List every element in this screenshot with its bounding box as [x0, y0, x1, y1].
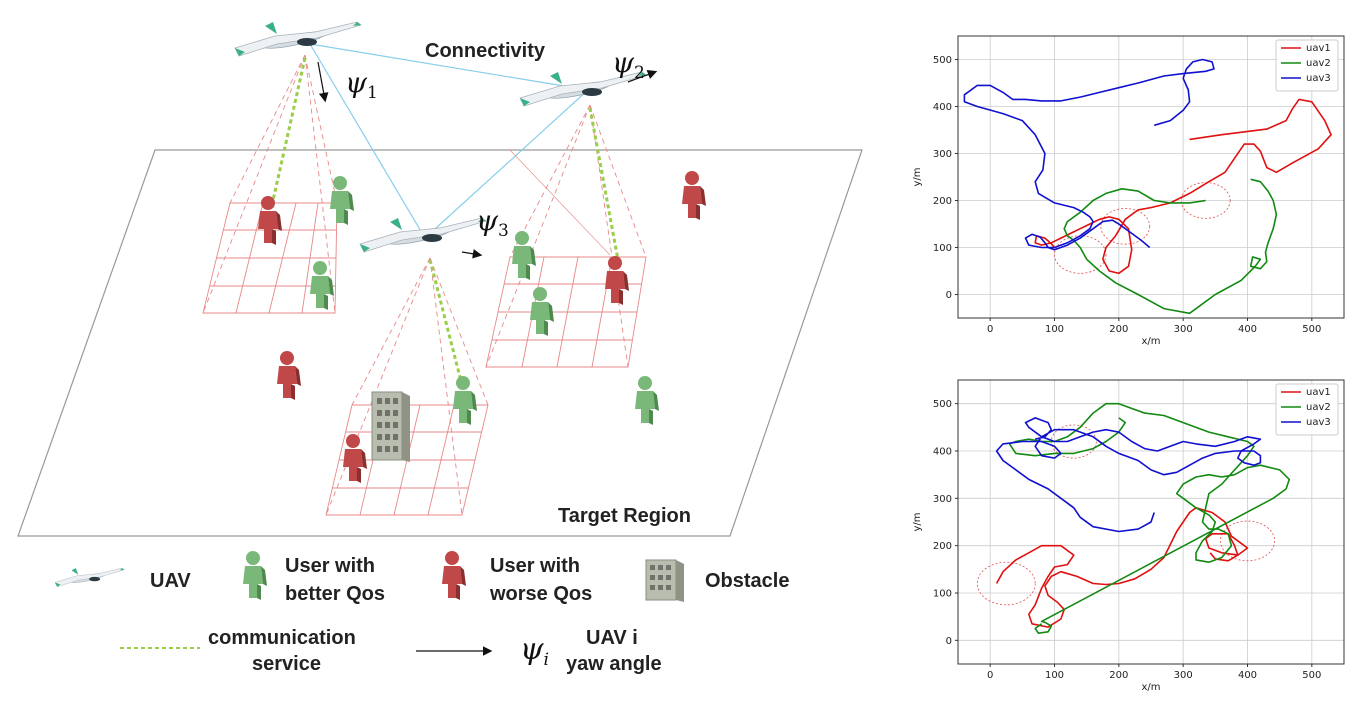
- legend-entry: uav3: [1306, 417, 1331, 428]
- legend-entry: uav2: [1306, 402, 1331, 413]
- building-icon: [371, 391, 410, 462]
- target-region: [17, 149, 863, 537]
- user-worse-qos-icon: [682, 171, 706, 220]
- user-better-qos-icon: [512, 231, 536, 280]
- legend-yaw-symbol: ψi: [520, 632, 549, 670]
- user-worse-qos-icon: [277, 351, 301, 400]
- legend-entry: uav1: [1306, 387, 1331, 398]
- y-tick-label: 400: [933, 102, 952, 113]
- yaw-label-uav3: ψ3: [476, 204, 509, 241]
- legend-better-label: User with: [285, 555, 375, 577]
- legend-worse-user-icon: [442, 551, 466, 600]
- legend-uav-label: UAV: [150, 570, 191, 592]
- legend-entry: uav3: [1306, 73, 1331, 84]
- x-tick-label: 0: [987, 324, 993, 335]
- svg-text:service: service: [252, 653, 321, 675]
- user-better-qos-icon: [330, 176, 354, 225]
- connectivity-links: [309, 43, 589, 239]
- plot-frame: [957, 35, 1345, 319]
- y-tick-label: 500: [933, 55, 952, 66]
- series-line-uav1: [1034, 98, 1332, 275]
- series-line-uav1: [995, 507, 1249, 628]
- system-diagram: ψ1 ψ2 ψ3 Connectivity Target Region UAV …: [17, 21, 863, 675]
- user-better-qos-icon: [310, 261, 334, 310]
- series-line-uav3: [963, 58, 1215, 251]
- y-tick-label: 400: [933, 447, 952, 458]
- svg-text:worse Qos: worse Qos: [489, 583, 592, 605]
- y-tick-label: 500: [933, 399, 952, 410]
- plot-frame: [957, 379, 1345, 665]
- x-tick-label: 0: [987, 670, 993, 681]
- legend: UAV User with better Qos User with worse…: [54, 551, 789, 675]
- x-tick-label: 200: [1109, 670, 1128, 681]
- series-line-uav2: [1063, 178, 1278, 315]
- yaw-arrow-uav3: [461, 249, 483, 259]
- x-tick-label: 500: [1302, 324, 1321, 335]
- user-better-qos-icon: [635, 376, 659, 425]
- plot-legend: uav1 uav2 uav3: [1275, 39, 1339, 92]
- y-tick-label: 200: [933, 196, 952, 207]
- x-tick-label: 500: [1302, 670, 1321, 681]
- legend-entry: uav1: [1306, 43, 1331, 54]
- y-tick-label: 0: [946, 290, 952, 301]
- trajectory-plot-1: 0 100 200 300 400 500 0 100 200 300 400 500 x/m y/m ua…: [912, 35, 1345, 347]
- legend-better-user-icon: [243, 551, 267, 600]
- legend-obstacle-label: Obstacle: [705, 570, 789, 592]
- yaw-arrow-uav1: [317, 61, 329, 103]
- communication-service-lines: [270, 57, 620, 386]
- y-tick-label: 300: [933, 149, 952, 160]
- connectivity-label: Connectivity: [425, 40, 546, 62]
- svg-text:better Qos: better Qos: [285, 583, 385, 605]
- y-tick-label: 100: [933, 243, 952, 254]
- legend-uav-icon: [54, 567, 125, 588]
- coverage-circle: [1100, 208, 1151, 245]
- y-tick-label: 200: [933, 541, 952, 552]
- user-better-qos-icon: [530, 287, 554, 336]
- y-tick-label: 300: [933, 494, 952, 505]
- y-tick-label: 0: [946, 636, 952, 647]
- yaw-label-uav1: ψ1: [345, 66, 378, 103]
- coverage-area-uav1: [202, 54, 338, 314]
- x-tick-label: 300: [1174, 324, 1193, 335]
- uav-3-icon: [359, 217, 487, 253]
- x-tick-label: 400: [1238, 324, 1257, 335]
- user-worse-qos-icon: [605, 256, 629, 305]
- coverage-area-uav2: [485, 104, 647, 368]
- legend-yaw-label: UAV i: [586, 627, 638, 649]
- coverage-circle: [1054, 235, 1107, 274]
- coverage-circle: [1180, 182, 1231, 219]
- x-tick-label: 200: [1109, 324, 1128, 335]
- x-tick-label: 100: [1045, 670, 1064, 681]
- svg-text:yaw angle: yaw angle: [566, 653, 662, 675]
- user-better-qos-icon: [453, 376, 477, 425]
- series-line-uav3: [995, 417, 1262, 533]
- y-tick-label: 100: [933, 589, 952, 600]
- legend-worse-label: User with: [490, 555, 580, 577]
- uav-1-icon: [234, 21, 362, 57]
- series-line-uav2: [1008, 402, 1291, 634]
- y-axis-label: y/m: [912, 167, 923, 186]
- trajectory-plot-2: 0 100 200 300 400 500 0 100 200 300 400 500 x/m y/m ua…: [912, 379, 1345, 693]
- legend-comm-label: communication: [208, 627, 356, 649]
- legend-obstacle-icon: [645, 559, 684, 602]
- coverage-circle: [1220, 520, 1275, 562]
- yaw-label-uav2: ψ2: [612, 46, 645, 83]
- x-tick-label: 100: [1045, 324, 1064, 335]
- yaw-arrow-uav2: [627, 69, 658, 83]
- x-tick-label: 300: [1174, 670, 1193, 681]
- y-axis-label: y/m: [912, 512, 923, 531]
- user-worse-qos-icon: [343, 434, 367, 483]
- target-region-label: Target Region: [558, 505, 691, 527]
- legend-entry: uav2: [1306, 58, 1331, 69]
- x-axis-label: x/m: [1141, 682, 1160, 693]
- x-axis-label: x/m: [1141, 336, 1160, 347]
- plot-legend: uav1 uav2 uav3: [1275, 383, 1339, 436]
- x-tick-label: 400: [1238, 670, 1257, 681]
